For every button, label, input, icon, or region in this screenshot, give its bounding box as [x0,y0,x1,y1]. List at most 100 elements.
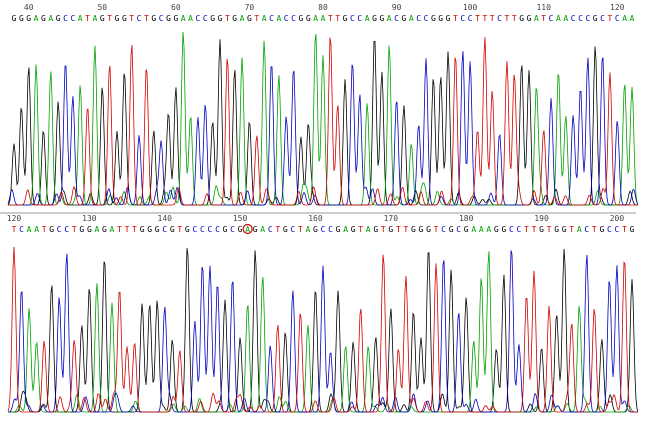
base-call: C [159,14,164,23]
base-call: A [34,225,39,234]
base-call: C [215,225,220,234]
base-call: A [306,225,311,234]
base-call: C [162,225,167,234]
base-call: T [328,14,333,23]
base-call: G [527,14,532,23]
base-call: C [460,14,465,23]
base-call: C [394,14,399,23]
base-call: G [306,14,311,23]
base-call: T [532,225,537,234]
tick-label: 170 [384,214,399,223]
base-call: G [122,14,127,23]
base-call: T [225,14,230,23]
base-call: C [328,225,333,234]
base-call: T [107,14,112,23]
base-call: C [208,225,213,234]
base-call: C [63,14,68,23]
trace-T [7,246,638,413]
base-call: A [27,225,32,234]
base-call: T [403,225,408,234]
base-call: T [592,225,597,234]
base-call: A [471,225,476,234]
base-call: T [85,14,90,23]
base-call: T [622,225,627,234]
base-call: C [416,14,421,23]
base-call: C [200,225,205,234]
base-call: C [600,14,605,23]
tick-label: 180 [459,214,474,223]
base-call: G [501,225,506,234]
base-call: T [177,225,182,234]
base-call: G [115,14,120,23]
base-call: G [630,225,635,234]
base-call: A [276,14,281,23]
base-call: A [556,14,561,23]
base-call: A [110,225,115,234]
base-call: C [456,225,461,234]
tick-label: 120 [610,3,625,12]
base-call: G [253,225,258,234]
base-call: A [534,14,539,23]
base-call: T [117,225,122,234]
base-call: G [100,14,105,23]
base-call: A [479,225,484,234]
base-call: G [554,225,559,234]
tick-label: 60 [171,3,181,12]
base-call: G [26,14,31,23]
base-call: T [132,225,137,234]
base-call: G [343,14,348,23]
base-call: G [238,225,243,234]
base-call: C [424,14,429,23]
base-call: G [449,225,454,234]
base-call: G [102,225,107,234]
base-call: G [562,225,567,234]
highlighted-base-marker [242,223,253,235]
base-call: A [486,225,491,234]
base-call: C [585,14,590,23]
base-call: C [269,14,274,23]
base-call: G [402,14,407,23]
base-call: G [373,225,378,234]
base-call: C [64,225,69,234]
base-call: T [42,225,47,234]
base-call: A [630,14,635,23]
base-call: G [464,225,469,234]
base-call: G [431,14,436,23]
base-call: G [151,14,156,23]
base-call: G [49,225,54,234]
base-call: A [262,14,267,23]
base-call: G [299,14,304,23]
base-call: G [41,14,46,23]
base-call: C [290,225,295,234]
base-call: T [482,14,487,23]
base-call: A [409,14,414,23]
base-call: A [48,14,53,23]
base-call: C [57,225,62,234]
base-call: G [223,225,228,234]
base-call: C [517,225,522,234]
base-call: T [275,225,280,234]
base-call: A [188,14,193,23]
base-call: C [291,14,296,23]
base-call: G [419,225,424,234]
base-call: A [366,225,371,234]
tick-label: 130 [82,214,97,223]
base-call: C [268,225,273,234]
base-call: C [578,14,583,23]
base-call: G [232,14,237,23]
tick-label: 80 [318,3,328,12]
base-call: G [599,225,604,234]
base-call: G [12,14,17,23]
base-call: A [622,14,627,23]
base-call: G [19,14,24,23]
trace-G [7,39,638,206]
base-call: G [313,225,318,234]
base-call: T [254,14,259,23]
base-call: A [181,14,186,23]
tick-label: 100 [463,3,478,12]
base-call: C [607,225,612,234]
base-call: G [539,225,544,234]
tick-label: 150 [233,214,248,223]
base-call: T [608,14,613,23]
base-call: C [19,225,24,234]
